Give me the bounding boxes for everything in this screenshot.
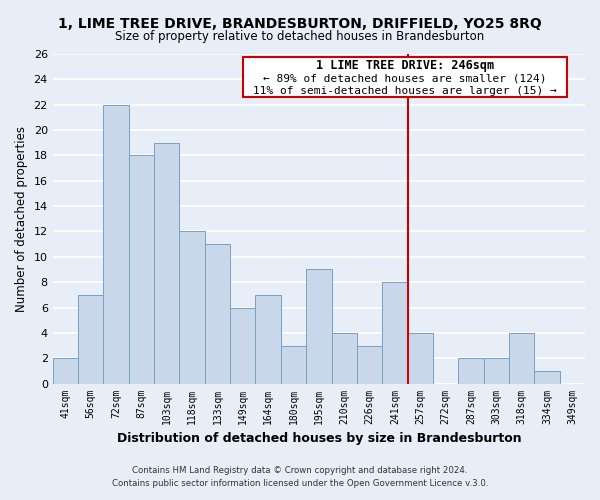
Bar xyxy=(407,333,433,384)
Bar xyxy=(53,358,78,384)
Bar xyxy=(306,270,332,384)
Text: 1, LIME TREE DRIVE, BRANDESBURTON, DRIFFIELD, YO25 8RQ: 1, LIME TREE DRIVE, BRANDESBURTON, DRIFF… xyxy=(58,18,542,32)
Bar xyxy=(129,156,154,384)
Bar xyxy=(509,333,535,384)
Text: ← 89% of detached houses are smaller (124): ← 89% of detached houses are smaller (12… xyxy=(263,74,547,84)
Bar xyxy=(332,333,357,384)
Bar xyxy=(484,358,509,384)
Bar xyxy=(256,295,281,384)
Bar xyxy=(103,104,129,384)
X-axis label: Distribution of detached houses by size in Brandesburton: Distribution of detached houses by size … xyxy=(116,432,521,445)
Text: 11% of semi-detached houses are larger (15) →: 11% of semi-detached houses are larger (… xyxy=(253,86,557,96)
Bar xyxy=(281,346,306,384)
Bar xyxy=(230,308,256,384)
Text: 1 LIME TREE DRIVE: 246sqm: 1 LIME TREE DRIVE: 246sqm xyxy=(316,59,494,72)
Bar xyxy=(205,244,230,384)
Text: Contains HM Land Registry data © Crown copyright and database right 2024.
Contai: Contains HM Land Registry data © Crown c… xyxy=(112,466,488,487)
Bar xyxy=(535,371,560,384)
Bar xyxy=(179,232,205,384)
Text: Size of property relative to detached houses in Brandesburton: Size of property relative to detached ho… xyxy=(115,30,485,43)
FancyBboxPatch shape xyxy=(243,56,567,97)
Bar xyxy=(154,142,179,384)
Bar xyxy=(382,282,407,384)
Bar xyxy=(78,295,103,384)
Bar xyxy=(357,346,382,384)
Bar xyxy=(458,358,484,384)
Y-axis label: Number of detached properties: Number of detached properties xyxy=(15,126,28,312)
